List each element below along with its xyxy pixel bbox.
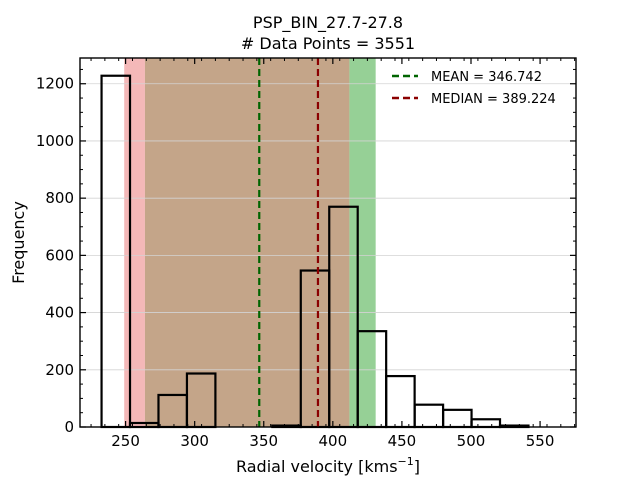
x-tick-label-5: 500 [457,432,486,450]
legend-label-mean: MEAN = 346.742 [431,70,542,85]
plot-frame [79,57,577,428]
y-tick-label-2: 400 [45,304,74,322]
y-tick-label-5: 1000 [36,132,74,150]
red-band [124,58,145,427]
legend-label-median: MEDIAN = 389.224 [431,92,556,107]
x-tick-label-1: 300 [180,432,209,450]
y-axis-label: Frequency [9,201,28,284]
x-axis-label: Radial velocity [kms−1] [236,455,420,476]
y-tick-label-1: 200 [45,361,74,379]
legend: MEAN = 346.742 MEDIAN = 389.224 [392,70,556,107]
y-tick-label-6: 1200 [36,75,74,93]
histogram-bar-12 [441,408,473,429]
x-axis-label-suffix: ] [414,457,420,476]
shaded-bands [124,58,376,427]
y-tick-label-4: 800 [45,189,74,207]
axis-ticks: 250 300 350 400 450 500 550 0 200 400 600 800 1000 12… [36,58,576,450]
reference-lines [258,58,320,427]
x-tick-label-3: 400 [319,432,348,450]
overlap-band [144,58,350,427]
x-axis-label-superscript: −1 [398,455,414,468]
y-tick-label-0: 0 [64,418,74,436]
chart-title: PSP_BIN_27.7-27.8 [253,13,403,33]
histogram-bar-13 [470,418,502,429]
green-band [349,58,376,427]
x-axis-label-main: Radial velocity [kms [236,457,398,476]
histogram-bar-11 [413,403,445,429]
x-tick-label-4: 450 [388,432,417,450]
x-tick-label-2: 350 [249,432,278,450]
x-tick-label-0: 250 [111,432,140,450]
chart-subtitle: # Data Points = 3551 [241,34,415,53]
x-tick-label-6: 550 [526,432,555,450]
y-tick-label-3: 600 [45,246,74,264]
histogram-bar-10 [385,374,416,429]
